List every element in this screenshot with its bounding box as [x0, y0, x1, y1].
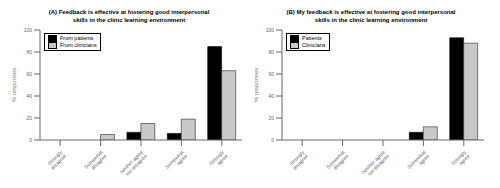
svg-text:% responses: % responses — [11, 68, 17, 103]
svg-text:Somewhatagree: Somewhatagree — [406, 149, 431, 174]
svg-text:0: 0 — [29, 137, 32, 143]
svg-text:80: 80 — [26, 49, 32, 55]
html-text:(A) Feedback is effective at f: (A) Feedback is effective at fostering g… — [48, 9, 210, 15]
html-text:Patients: Patients — [302, 35, 322, 41]
svg-text:Stronglydisagree: Stronglydisagree — [46, 149, 68, 171]
html-text:skills in the clinic learning: skills in the clinic learning environmen… — [72, 17, 186, 23]
svg-text:80: 80 — [268, 49, 274, 55]
svg-text:20: 20 — [268, 115, 274, 121]
svg-text:100: 100 — [24, 27, 33, 33]
svg-text:100: 100 — [266, 27, 275, 33]
svg-text:Somewhatagree: Somewhatagree — [164, 149, 189, 174]
svg-text:Somewhatdisagree: Somewhatdisagree — [83, 149, 108, 174]
svg-text:0: 0 — [271, 137, 274, 143]
svg-text:Neither agreenor disagree: Neither agreenor disagree — [119, 149, 149, 179]
html-text:From clinicians: From clinicians — [60, 42, 97, 48]
svg-text:Stronglydisagree: Stronglydisagree — [288, 149, 310, 171]
svg-text:40: 40 — [268, 93, 274, 99]
svg-text:Stronglyagree: Stronglyagree — [450, 149, 471, 170]
html-text:(B) My feedback is effective a: (B) My feedback is effective at fosterin… — [286, 9, 456, 15]
svg-text:Neither agreenor disagree: Neither agreenor disagree — [361, 149, 391, 179]
svg-text:60: 60 — [26, 71, 32, 77]
svg-text:% responses: % responses — [253, 68, 259, 103]
html-text:From patients: From patients — [60, 35, 94, 41]
html-text:skills in the clinic learning: skills in the clinic learning environmen… — [314, 17, 428, 23]
html-text:Clinicians: Clinicians — [302, 42, 326, 48]
svg-text:60: 60 — [268, 71, 274, 77]
svg-text:Somewhatdisagree: Somewhatdisagree — [325, 149, 350, 174]
svg-text:Stronglyagree: Stronglyagree — [208, 149, 229, 170]
svg-text:40: 40 — [26, 93, 32, 99]
svg-text:20: 20 — [26, 115, 32, 121]
